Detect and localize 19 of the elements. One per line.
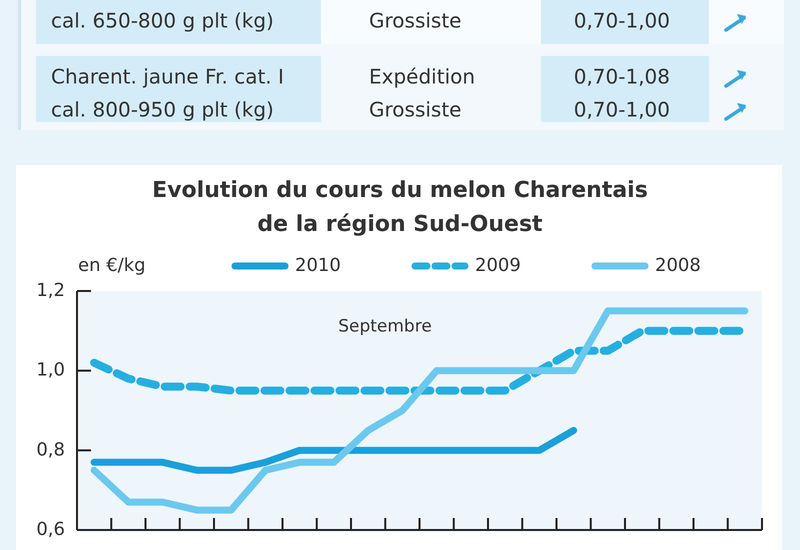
y-tick-label: 1,2: [36, 280, 65, 301]
annotation: Septembre: [338, 316, 432, 337]
chart-title: Evolution du cours du melon Charentais de la région Sud-Ouest: [152, 178, 648, 237]
y-axis-title: en €/kg: [78, 254, 146, 276]
text: Charent. jaune Fr. cat. I: [51, 64, 284, 88]
y-tick-label: 0,8: [36, 439, 65, 460]
text: 0,70-1,08: [574, 64, 670, 88]
text: 0,70-1,00: [574, 8, 670, 32]
text: 0,70-1,00: [574, 97, 670, 122]
text: Grossiste: [369, 97, 462, 122]
y-tick-label: 1,0: [36, 360, 65, 381]
text: Expédition: [369, 64, 476, 88]
text: cal. 800-950 g plt (kg): [51, 97, 274, 122]
y-tick-label: 0,6: [36, 518, 65, 540]
legend-label: 2010: [295, 254, 341, 276]
legend-label: 2009: [475, 254, 521, 276]
text: cal. 650-800 g plt (kg): [51, 8, 274, 32]
legend-label: 2008: [655, 254, 701, 276]
text: Grossiste: [369, 8, 462, 32]
